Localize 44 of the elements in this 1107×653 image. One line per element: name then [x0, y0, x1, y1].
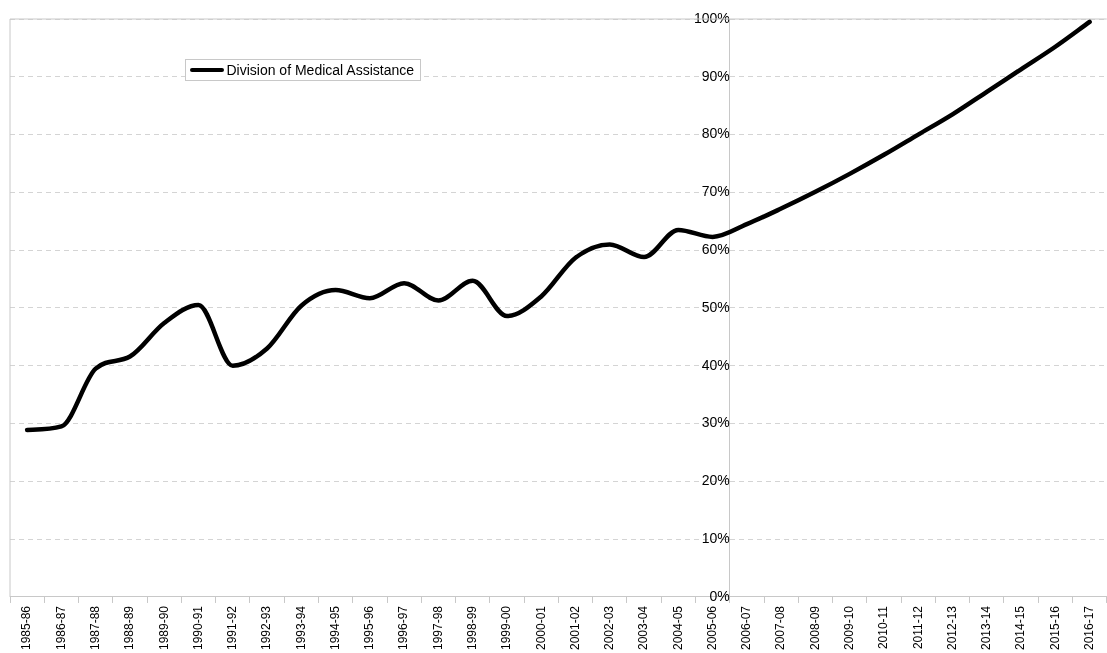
x-tick-label: 1988-89 [122, 605, 137, 651]
x-tick-label: 2003-04 [636, 605, 651, 651]
x-tick-label: 1994-95 [327, 605, 342, 651]
x-tick-label: 1986-87 [53, 605, 68, 651]
y-tick-label: 80% [701, 125, 730, 142]
x-tick-label: 2008-09 [807, 605, 822, 651]
x-tick-label: 1991-92 [225, 605, 240, 651]
y-tick-label: 70% [701, 183, 730, 200]
y-tick-label: 60% [701, 241, 730, 258]
y-tick-label: 30% [701, 414, 730, 431]
x-tick-label: 2002-03 [602, 605, 617, 651]
x-tick-label: 2009-10 [842, 605, 856, 651]
x-tick-label: 1992-93 [259, 605, 274, 651]
x-tick-label: 2011-12 [910, 605, 925, 650]
x-tick-label: 1999-00 [499, 605, 514, 651]
x-tick-label: 2012-13 [944, 605, 959, 651]
x-tick-label: 1993-94 [293, 605, 308, 651]
y-tick-label: 100% [693, 9, 730, 26]
x-tick-label: 1996-97 [396, 605, 411, 651]
y-tick-label: 90% [701, 67, 730, 84]
y-tick-label: 50% [701, 298, 730, 315]
y-tick-label: 0% [709, 587, 730, 604]
x-tick-label: 1985-86 [19, 605, 34, 651]
y-tick-label: 40% [701, 356, 730, 373]
x-tick-label: 1990-91 [190, 605, 205, 651]
legend-label: Division of Medical Assistance [226, 62, 414, 79]
x-tick-label: 1995-96 [362, 605, 377, 651]
x-tick-label: 1989-90 [156, 605, 171, 651]
x-tick-label: 2010-11 [876, 605, 891, 650]
y-tick-label: 20% [701, 472, 730, 489]
x-tick-label: 1987-88 [88, 605, 102, 651]
x-tick-label: 1997-98 [430, 605, 445, 651]
x-tick-label: 2000-01 [533, 605, 548, 651]
x-tick-label: 2006-07 [739, 605, 754, 651]
x-tick-label: 2015-16 [1047, 605, 1062, 651]
x-tick-label: 2005-06 [704, 605, 719, 651]
x-tick-label: 1998-99 [465, 605, 479, 651]
x-tick-label: 2014-15 [1013, 605, 1028, 651]
x-tick-label: 2016-17 [1081, 605, 1096, 651]
x-tick-label: 2001-02 [567, 605, 582, 651]
x-tick-label: 2007-08 [773, 605, 788, 651]
x-tick-label: 2013-14 [979, 605, 994, 651]
x-tick-label: 2004-05 [670, 605, 685, 651]
y-tick-label: 10% [701, 530, 730, 547]
